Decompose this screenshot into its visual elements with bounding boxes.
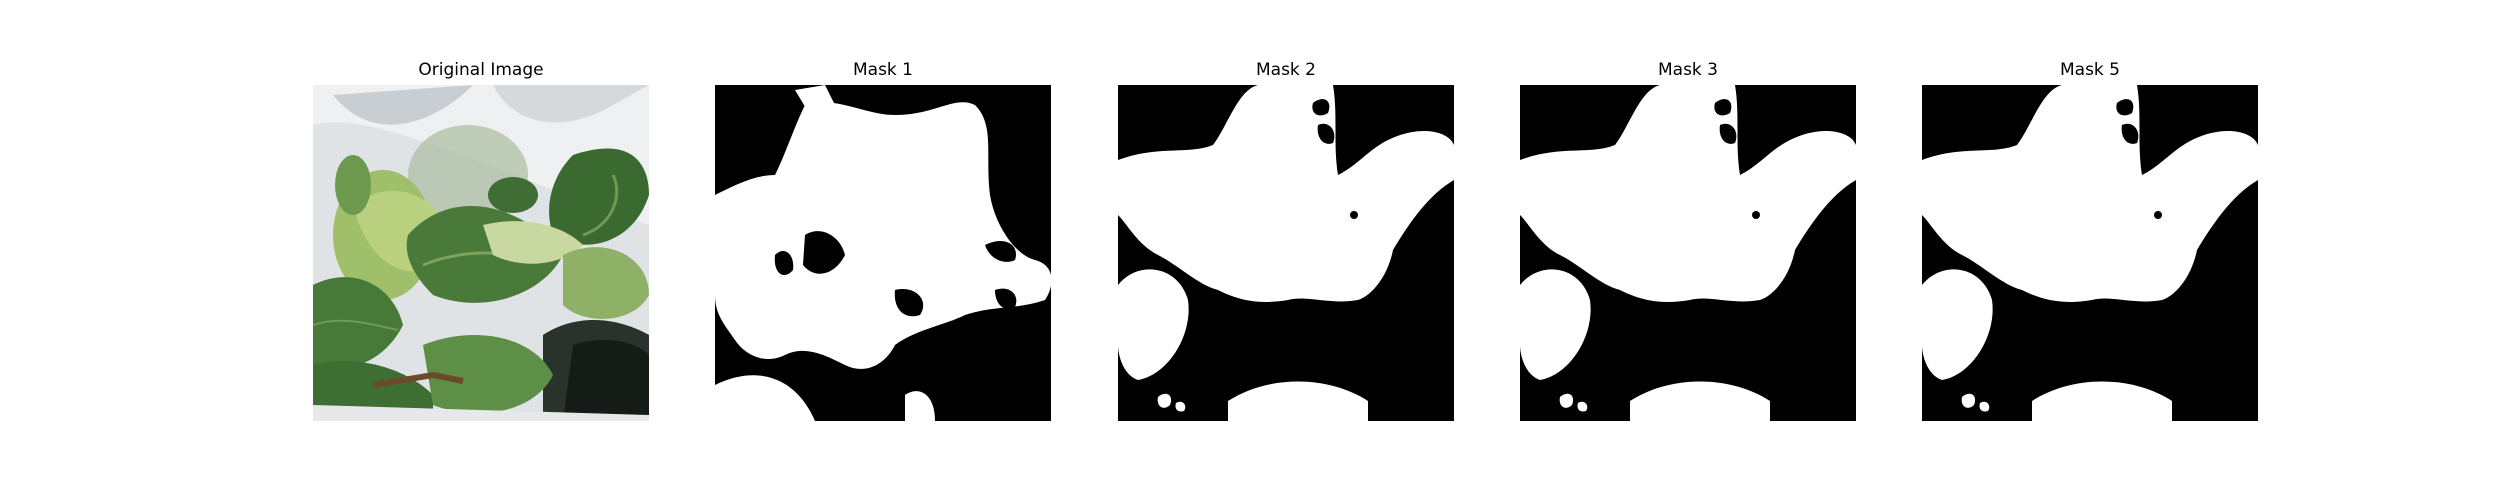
mask-3-shape	[1520, 85, 1856, 421]
mask-2-shape	[1118, 85, 1454, 421]
mask-image	[1118, 85, 1454, 421]
plant-photo-illustration	[313, 85, 649, 421]
panel-title: Original Image	[313, 60, 649, 80]
mask-image	[1922, 85, 2258, 421]
mask-image	[1520, 85, 1856, 421]
mask-5-shape	[1922, 85, 2258, 421]
panel-title: Mask 2	[1118, 60, 1454, 80]
panel-title: Mask 5	[1922, 60, 2258, 80]
panel-title: Mask 3	[1520, 60, 1856, 80]
original-photo	[313, 85, 649, 421]
mask-image	[715, 85, 1051, 421]
panel-title: Mask 1	[715, 60, 1051, 80]
mask-1-shape	[715, 85, 1051, 421]
